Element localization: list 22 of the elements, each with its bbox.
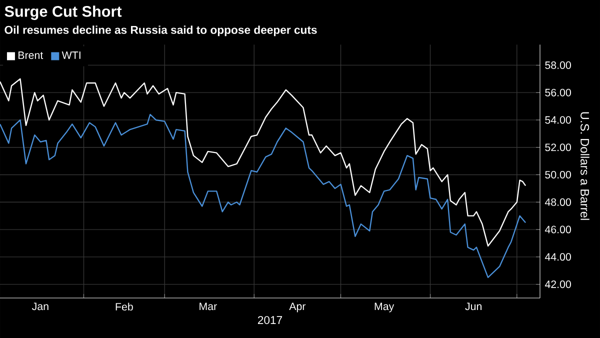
x-tick-label: Mar <box>200 302 217 310</box>
x-tick-label: Jun <box>465 302 482 310</box>
y-tick-label: 44.00 <box>544 253 571 261</box>
legend-label: Brent <box>18 52 44 59</box>
x-tick-label: Feb <box>116 302 133 311</box>
x-axis-title: 2017 <box>258 316 282 324</box>
x-tick-label: May <box>374 302 394 312</box>
y-tick-label: 50.00 <box>545 170 571 179</box>
legend-label: WTI <box>62 52 80 59</box>
y-tick-label: 46.00 <box>544 226 571 234</box>
y-tick-label: 54.00 <box>545 116 571 124</box>
y-tick-label: 48.00 <box>544 198 571 206</box>
line-series <box>0 78 526 247</box>
y-tick-label: 56.00 <box>545 88 571 96</box>
y-tick-label: 52.00 <box>545 144 571 152</box>
x-tick-label: Jan <box>32 302 48 310</box>
y-tick-label: 42.00 <box>544 280 571 288</box>
chart-subtitle: Oil resumes decline as Russia said to oppose deeper cuts <box>4 26 317 36</box>
chart-title: Surge Cut Short <box>4 6 122 20</box>
y-tick-label: 58.00 <box>545 61 571 69</box>
y-axis-title: U.S. Dollars a Barrel <box>580 112 590 220</box>
x-tick-label: Apr <box>289 302 306 312</box>
